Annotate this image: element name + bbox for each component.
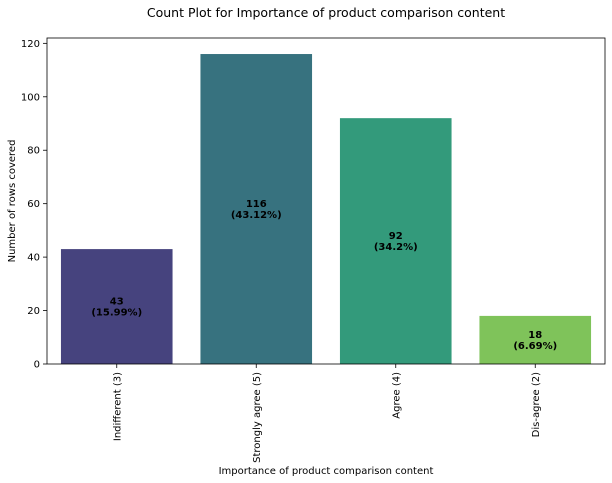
- y-tick-label: 80: [27, 146, 40, 157]
- bars: [60, 54, 592, 365]
- bar-data-label: 43 (15.99%): [91, 297, 142, 319]
- bar: [60, 249, 173, 364]
- y-tick-label: 60: [27, 199, 40, 210]
- x-tick-label: Indifferent (3): [112, 372, 123, 441]
- x-axis: Indifferent (3) Strongly agree (5) Agree (…: [112, 364, 542, 463]
- y-tick-label: 100: [21, 92, 40, 103]
- bar-data-label: 18 (6.69%): [513, 330, 557, 352]
- x-tick-label: Agree (4): [391, 372, 402, 419]
- x-tick-label: Dis-agree (2): [531, 372, 542, 437]
- bar-data-label: 92 (34.2%): [374, 231, 418, 253]
- bar-data-label: 116 (43.12%): [231, 199, 282, 221]
- bar-labels: 43 (15.99%) 116 (43.12%) 92 (34.2%) 18 (6.69%): [91, 199, 557, 352]
- plot-frame: [46, 37, 606, 365]
- chart-title: Count Plot for Importance of product com…: [147, 5, 505, 20]
- bar: [200, 54, 313, 365]
- bar: [479, 315, 592, 364]
- y-axis: 0 20 40 60 80 100 120: [21, 39, 47, 371]
- bar: [339, 118, 452, 364]
- x-axis-label: Importance of product comparison content: [219, 466, 434, 477]
- y-tick-label: 120: [21, 39, 40, 50]
- x-tick-label: Strongly agree (5): [252, 372, 263, 463]
- y-tick-label: 0: [34, 360, 40, 371]
- y-axis-label: Number of rows covered: [7, 140, 18, 263]
- y-tick-label: 20: [27, 306, 40, 317]
- y-tick-label: 40: [27, 253, 40, 264]
